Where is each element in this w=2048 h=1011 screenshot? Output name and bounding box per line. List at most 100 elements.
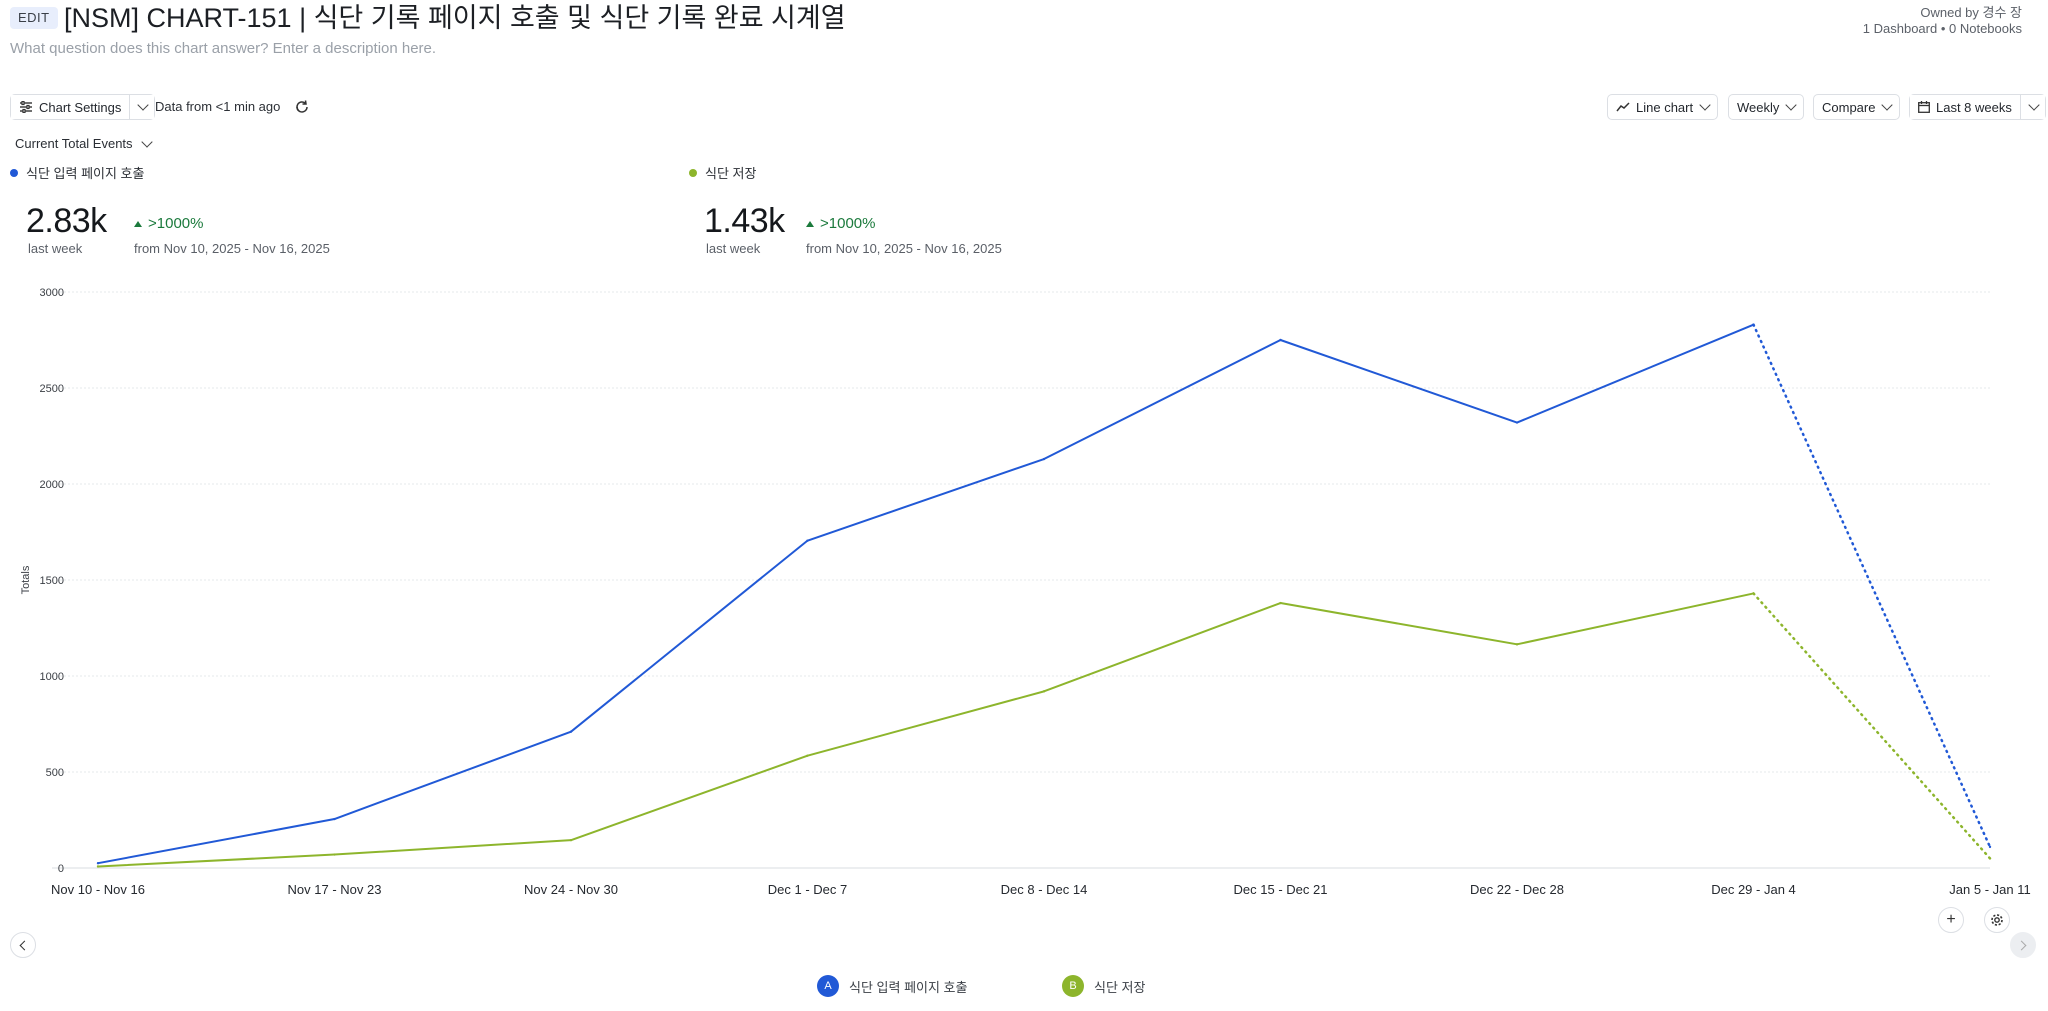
line-chart-icon bbox=[1616, 102, 1630, 112]
refresh-icon[interactable] bbox=[292, 97, 312, 117]
interval-label: Weekly bbox=[1737, 99, 1780, 115]
chart-settings-group: Chart Settings bbox=[10, 94, 156, 120]
y-tick-label: 0 bbox=[58, 863, 64, 875]
data-point bbox=[1752, 592, 1755, 595]
legend-item-b[interactable]: B 식단 저장 bbox=[1062, 975, 1145, 997]
change-value: >1000% bbox=[820, 215, 876, 232]
y-tick-label: 2500 bbox=[40, 383, 64, 395]
chevron-down-icon bbox=[2028, 99, 2040, 111]
data-point bbox=[1279, 338, 1282, 342]
legend-item-a[interactable]: A 식단 입력 페이지 호출 bbox=[817, 975, 967, 997]
series-name: 식단 저장 bbox=[705, 166, 757, 181]
legend-label: 식단 입력 페이지 호출 bbox=[849, 979, 968, 995]
description-field[interactable]: What question does this chart answer? En… bbox=[10, 40, 437, 57]
data-point bbox=[1042, 690, 1046, 693]
data-point bbox=[96, 862, 100, 865]
owner-label: Owned by 경수 장 bbox=[1920, 5, 2022, 20]
data-point bbox=[806, 754, 809, 757]
summary-value-a: 2.83k bbox=[26, 202, 107, 240]
y-tick-label: 500 bbox=[46, 767, 64, 779]
data-point bbox=[1752, 323, 1755, 326]
legend-label: 식단 저장 bbox=[1094, 979, 1146, 995]
data-point bbox=[1279, 601, 1282, 605]
plus-icon: + bbox=[1946, 911, 1956, 928]
y-tick-label: 2000 bbox=[40, 479, 64, 491]
data-point bbox=[1988, 857, 1992, 860]
chevron-down-icon bbox=[1699, 99, 1711, 111]
series-letter-badge: A bbox=[817, 975, 839, 997]
data-point bbox=[1515, 421, 1519, 424]
data-point bbox=[96, 865, 100, 868]
series-line-b bbox=[97, 592, 1754, 868]
compare-label: Compare bbox=[1822, 99, 1876, 115]
summary-from-a: from Nov 10, 2025 - Nov 16, 2025 bbox=[134, 241, 330, 256]
summary-period-a: last week bbox=[28, 241, 83, 256]
data-point bbox=[806, 539, 809, 542]
metric-select-label: Current Total Events bbox=[15, 136, 133, 151]
series-name: 식단 입력 페이지 호출 bbox=[26, 166, 145, 181]
x-tick-label: Dec 15 - Dec 21 bbox=[1234, 882, 1328, 897]
summary-change-b: >1000% bbox=[806, 215, 875, 232]
date-range-group: Last 8 weeks bbox=[1909, 94, 2046, 120]
y-tick-label: 3000 bbox=[40, 287, 64, 299]
chart-settings-dropdown[interactable] bbox=[130, 95, 155, 119]
y-tick-label: 1500 bbox=[40, 575, 64, 587]
date-range-dropdown[interactable] bbox=[2020, 95, 2045, 119]
x-tick-label: Dec 8 - Dec 14 bbox=[1001, 882, 1088, 897]
data-point bbox=[569, 730, 573, 733]
add-annotation-button[interactable]: + bbox=[1938, 907, 1964, 933]
data-point bbox=[1988, 845, 1992, 849]
series-dot bbox=[689, 168, 697, 177]
chart-type-label: Line chart bbox=[1636, 99, 1694, 115]
calendar-icon bbox=[1918, 101, 1930, 113]
chevron-down-icon bbox=[140, 135, 153, 148]
metric-select[interactable]: Current Total Events bbox=[15, 135, 153, 151]
date-range-button[interactable]: Last 8 weeks bbox=[1910, 95, 2020, 119]
series-label-b[interactable]: 식단 저장 bbox=[689, 163, 756, 182]
chart-type-button[interactable]: Line chart bbox=[1607, 94, 1719, 120]
summary-period-b: last week bbox=[706, 241, 761, 256]
usage-counts-link[interactable]: 1 Dashboard • 0 Notebooks bbox=[1862, 21, 2022, 36]
sliders-icon bbox=[20, 101, 32, 113]
y-axis-label: Totals bbox=[20, 565, 32, 594]
y-tick-label: 1000 bbox=[40, 671, 64, 683]
chevron-down-icon bbox=[137, 99, 150, 111]
trend-up-icon bbox=[134, 220, 142, 227]
chart-settings-button[interactable]: Chart Settings bbox=[11, 95, 130, 119]
x-tick-label: Nov 17 - Nov 23 bbox=[288, 882, 382, 897]
series-line-a bbox=[97, 323, 1754, 865]
series-line-incomplete-b bbox=[1752, 592, 1992, 860]
series-line-incomplete-a bbox=[1752, 323, 1992, 849]
scroll-left-button[interactable] bbox=[10, 932, 36, 958]
page-title[interactable]: [NSM] CHART-151 | 식단 기록 페이지 호출 및 식단 기록 완… bbox=[64, 3, 846, 33]
interval-button[interactable]: Weekly bbox=[1728, 94, 1805, 120]
data-point bbox=[333, 817, 336, 821]
x-tick-label: Dec 29 - Jan 4 bbox=[1711, 882, 1796, 897]
series-dot bbox=[10, 168, 18, 177]
data-freshness: Data from <1 min ago bbox=[155, 99, 281, 114]
series-letter-badge: B bbox=[1062, 975, 1084, 997]
chevron-left-icon bbox=[19, 940, 30, 950]
x-tick-label: Jan 5 - Jan 11 bbox=[1949, 882, 2030, 897]
trend-up-icon bbox=[806, 220, 814, 227]
data-point bbox=[569, 838, 573, 842]
data-point bbox=[1042, 457, 1046, 461]
x-tick-label: Nov 10 - Nov 16 bbox=[51, 882, 145, 897]
x-tick-label: Nov 24 - Nov 30 bbox=[524, 882, 618, 897]
scroll-right-button[interactable] bbox=[2010, 932, 2036, 958]
data-point bbox=[333, 853, 336, 856]
series-label-a[interactable]: 식단 입력 페이지 호출 bbox=[10, 163, 144, 182]
chevron-right-icon bbox=[2016, 940, 2027, 950]
x-tick-label: Dec 1 - Dec 7 bbox=[768, 882, 847, 897]
change-value: >1000% bbox=[148, 215, 204, 232]
chart-options-button[interactable] bbox=[1984, 907, 2010, 933]
line-chart[interactable]: 0 500 1000 1500 2000 2500 3000 Totals Nov 10 - N… bbox=[0, 280, 2048, 900]
chart-settings-label: Chart Settings bbox=[39, 99, 122, 115]
chevron-down-icon bbox=[1881, 99, 1894, 111]
x-tick-label: Dec 22 - Dec 28 bbox=[1470, 882, 1564, 897]
chevron-down-icon bbox=[1785, 99, 1798, 111]
compare-button[interactable]: Compare bbox=[1813, 94, 1901, 120]
summary-from-b: from Nov 10, 2025 - Nov 16, 2025 bbox=[806, 241, 1002, 256]
edit-badge[interactable]: EDIT bbox=[10, 7, 58, 29]
gear-icon bbox=[1991, 914, 2003, 926]
